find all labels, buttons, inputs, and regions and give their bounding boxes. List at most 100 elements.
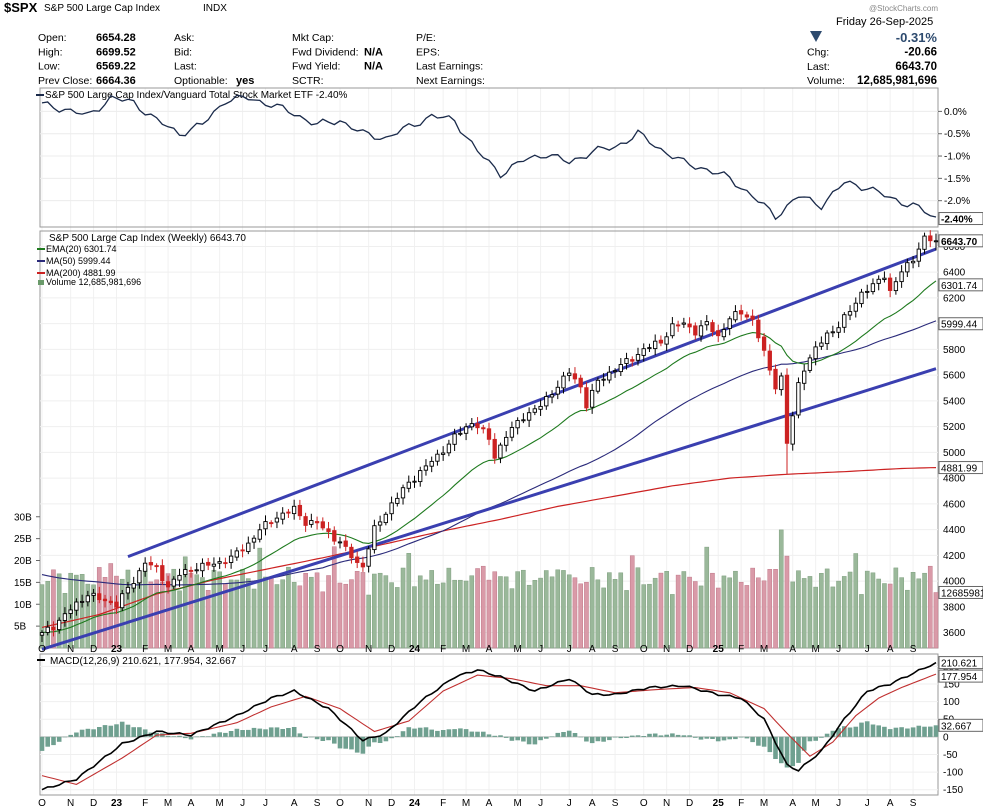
volume-bar [578,583,583,649]
candle-up [377,521,383,526]
candle-up [727,318,732,329]
candle-up [91,592,96,596]
candle-up [544,396,549,407]
volume-bar [538,577,543,649]
macd-histogram-bar [268,727,274,737]
candle-up [171,578,176,587]
macd-histogram-bar [572,733,578,737]
macd-histogram-bar [194,736,199,738]
volume-bar [56,573,62,649]
macd-histogram-bar [435,730,440,737]
macd-histogram-bar [360,736,366,754]
volume-bar [526,584,532,649]
price-x-label: A [887,644,894,655]
price-tick-label: 5800 [943,345,966,356]
macd-histogram-bar [332,736,337,744]
price-x-label: M [760,644,768,655]
macd-histogram-bar [836,728,841,737]
volume-bar [612,579,618,649]
macd-x-label: M [513,798,521,809]
candle-up [45,626,50,633]
macd-x-label: A [887,798,894,809]
candle-down [693,325,698,336]
volume-bar [320,591,326,649]
price-tick-label: 5000 [943,448,966,459]
macd-histogram-bar [715,736,721,742]
macd-x-label: M [811,798,819,809]
macd-x-label: M [462,798,470,809]
last-value-label: 210.621 [941,659,978,670]
volume-bar [286,566,291,649]
volume-bar [738,581,744,649]
macd-histogram-bar [566,730,572,737]
candle-down [887,277,893,291]
macd-histogram-bar [790,736,795,767]
volume-bar [584,581,589,649]
macd-histogram-bar [114,724,119,737]
price-tick-label: 4000 [943,577,966,588]
macd-title: MACD(12,26,9) 210.621, 177.954, 32.667 [50,656,237,667]
candle-down [51,626,56,631]
macd-histogram-bar [578,736,583,738]
macd-histogram-bar [263,729,268,737]
macd-x-label: J [865,798,870,809]
macd-histogram-bar [39,736,45,751]
rs-frame [39,87,939,228]
candle-up [406,481,411,489]
candle-up [670,323,675,337]
macd-histogram-bar [366,736,371,747]
volume-bar [251,588,257,649]
macd-histogram-bar [773,736,778,759]
candle-down [630,359,635,362]
candle-up [526,412,532,421]
volume-bar [492,571,498,649]
field-value: -20.66 [904,47,937,59]
symbol[interactable]: $SPX [4,0,38,15]
field-label: Low: [38,61,60,73]
macd-histogram-bar [320,736,326,741]
macd-histogram-bar [870,724,876,737]
candle-up [733,311,738,321]
candle-up [704,321,709,326]
candle-down [578,377,583,388]
field-value: 6664.36 [96,75,136,87]
candle-up [859,291,864,305]
volume-bar [291,581,297,649]
macd-histogram-bar [251,727,257,737]
macd-histogram-bar [498,735,503,737]
volume-bar [601,587,606,649]
price-x-label: N [67,644,74,655]
volume-bar [905,589,910,649]
candle-down [584,387,589,409]
field-label: P/E: [416,32,436,44]
volume-bar [572,577,578,649]
macd-histogram-bar [893,727,899,737]
volume-tick-label: 5B [14,622,27,633]
macd-histogram-bar [624,736,629,738]
macd-histogram-bar [492,735,497,737]
candle-up [933,240,939,243]
volume-bar [400,567,406,649]
macd-histogram-bar [813,736,818,741]
macd-histogram-bar [200,736,205,737]
candle-up [200,562,205,572]
candle-up [842,314,847,328]
price-x-label: J [836,644,841,655]
macd-histogram-bar [607,736,612,741]
volume-bar [813,586,818,649]
macd-histogram-bar [687,735,692,737]
macd-tick-label: -100 [943,768,963,779]
candle-down [108,600,113,604]
macd-histogram-bar [630,735,635,737]
macd-histogram-bar [171,736,177,737]
macd-histogram-bar [326,736,331,741]
volume-bar [343,583,349,649]
macd-histogram-bar [458,728,463,737]
volume-legend-swatch [38,280,44,285]
price-x-label: M [164,644,172,655]
candle-up [922,235,927,250]
field-label: Optionable: [174,75,228,87]
price-x-label: A [291,644,298,655]
candle-down [286,511,291,514]
volume-bar [515,571,520,649]
